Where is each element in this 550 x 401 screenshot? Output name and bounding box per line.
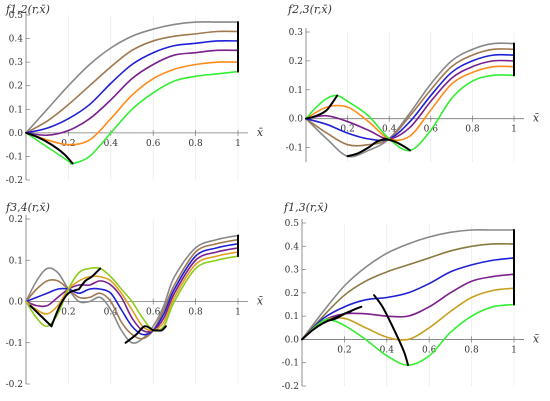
series-line-4: [301, 273, 515, 341]
x-axis-label: x̄: [533, 332, 540, 345]
panel-f23: -0.10.00.10.20.30.2 0.4 0.6 0.8 1x̄f2,3(r,x̄…: [286, 3, 540, 162]
x-axis-label: x̄: [257, 295, 264, 308]
y-tick-label: -0.1: [6, 152, 23, 162]
x-tick-label: 1: [235, 308, 241, 318]
y-tick-label: -0.1: [282, 359, 299, 369]
x-tick-label: 1: [511, 345, 517, 355]
x-tick-label: 0.4: [104, 139, 119, 149]
series-line-1: [25, 21, 239, 134]
y-tick-label: 0.1: [285, 312, 299, 322]
x-tick-label: 0.4: [104, 308, 119, 318]
series-line-5: [305, 65, 515, 142]
boundary-curve-2: [346, 137, 387, 158]
series-line-3: [25, 242, 239, 336]
panel-f12: -0.2-0.10.00.10.20.30.40.50.2 0.4 0.6 0.8 1x…: [5, 3, 264, 186]
series-line-3: [301, 257, 515, 341]
series-line-5: [25, 251, 239, 332]
x-tick-label: 1: [511, 125, 517, 135]
series-line-2: [301, 242, 515, 341]
y-tick-label: 0.2: [9, 215, 23, 225]
x-tick-label: 0.8: [188, 308, 203, 318]
boundary-curve-3: [373, 294, 409, 367]
series-line-2: [25, 238, 239, 340]
y-tick-label: 0.2: [9, 82, 23, 92]
panel-f34: -0.2 -0.1 0.0 0.1 0.2 0.2 0.4 0.6 0.8 1 x̄ f3,4(r,x…: [5, 201, 264, 390]
boundary-curve-2: [326, 310, 352, 322]
y-tick-label: 0.1: [9, 256, 23, 266]
boundary-curve-3: [78, 267, 102, 291]
y-tick-label: -0.2: [6, 380, 23, 390]
series-line-4: [25, 247, 239, 333]
y-tick-label: 0.3: [285, 266, 300, 276]
y-tick-label: 0.4: [9, 35, 24, 45]
y-tick-label: 0.0: [289, 115, 304, 125]
y-tick-label: 0.0: [9, 129, 24, 139]
series-line-5: [301, 287, 515, 341]
series-line-3: [305, 53, 515, 142]
y-tick-label: -0.1: [6, 339, 23, 349]
y-tick-label: 0.4: [285, 242, 300, 252]
x-axis-label: x̄: [257, 126, 264, 139]
boundary-curve-1: [305, 94, 339, 120]
y-tick-label: 0.2: [285, 289, 299, 299]
x-tick-label: 0.8: [188, 139, 203, 149]
y-tick-label: 0.5: [9, 11, 24, 21]
series-line-1: [301, 229, 515, 341]
boundary-curve-5: [152, 325, 167, 332]
y-tick-label: -0.1: [286, 144, 303, 154]
boundary-curve-4: [124, 325, 155, 344]
series-line-4: [305, 59, 515, 140]
x-tick-label: 0.6: [146, 308, 161, 318]
y-tick-label: 0.1: [289, 86, 303, 96]
series-line-2: [25, 30, 239, 134]
x-tick-label: 0.2: [340, 125, 354, 135]
x-tick-label: 0.4: [382, 125, 397, 135]
series-line-1: [25, 234, 239, 344]
x-tick-label: 0.2: [337, 345, 351, 355]
boundary-curve-3: [384, 137, 411, 152]
series-line-6: [301, 303, 515, 366]
series-line-6: [25, 70, 239, 165]
y-tick-label: 0.5: [285, 219, 300, 229]
chart-title: f1,3(r,x̄): [283, 201, 328, 214]
chart-title: f2,3(r,x̄): [287, 3, 332, 16]
chart-title: f3,4(r,x̄): [5, 201, 50, 214]
y-tick-label: 0.3: [9, 58, 24, 68]
x-tick-label: 0.4: [380, 345, 395, 355]
series-line-6: [25, 255, 239, 332]
chart-title: f1,2(r,x̄): [5, 3, 50, 16]
y-tick-label: 0.1: [9, 105, 23, 115]
boundary-curve-1: [29, 304, 53, 328]
panel-f13: -0.2 -0.1 0.0 0.1 0.2 0.3 0.4 0.5 0.2 0.4 0.6 0.8 1 x…: [282, 201, 540, 392]
boundary-curve-2: [50, 288, 80, 328]
y-tick-label: 0.3: [289, 28, 304, 38]
boundary-curve-1: [25, 131, 74, 165]
series-line-5: [25, 61, 239, 146]
y-tick-label: -0.2: [6, 176, 23, 186]
boundary-curve-1: [301, 305, 363, 341]
series-line-4: [25, 49, 239, 137]
y-tick-label: -0.2: [282, 382, 299, 392]
x-tick-label: 0.6: [422, 345, 437, 355]
x-tick-label: 0.6: [146, 139, 161, 149]
x-tick-label: 1: [235, 139, 241, 149]
series-line-2: [305, 48, 515, 147]
y-tick-label: 0.0: [285, 335, 300, 345]
x-tick-label: 0.8: [464, 345, 479, 355]
x-tick-label: 0.2: [61, 308, 75, 318]
y-tick-label: 0.2: [289, 57, 303, 67]
x-tick-label: 0.8: [465, 125, 480, 135]
y-tick-label: 0.0: [9, 298, 24, 308]
series-line-1: [305, 42, 515, 158]
x-axis-label: x̄: [533, 112, 540, 125]
series-line-3: [25, 39, 239, 134]
